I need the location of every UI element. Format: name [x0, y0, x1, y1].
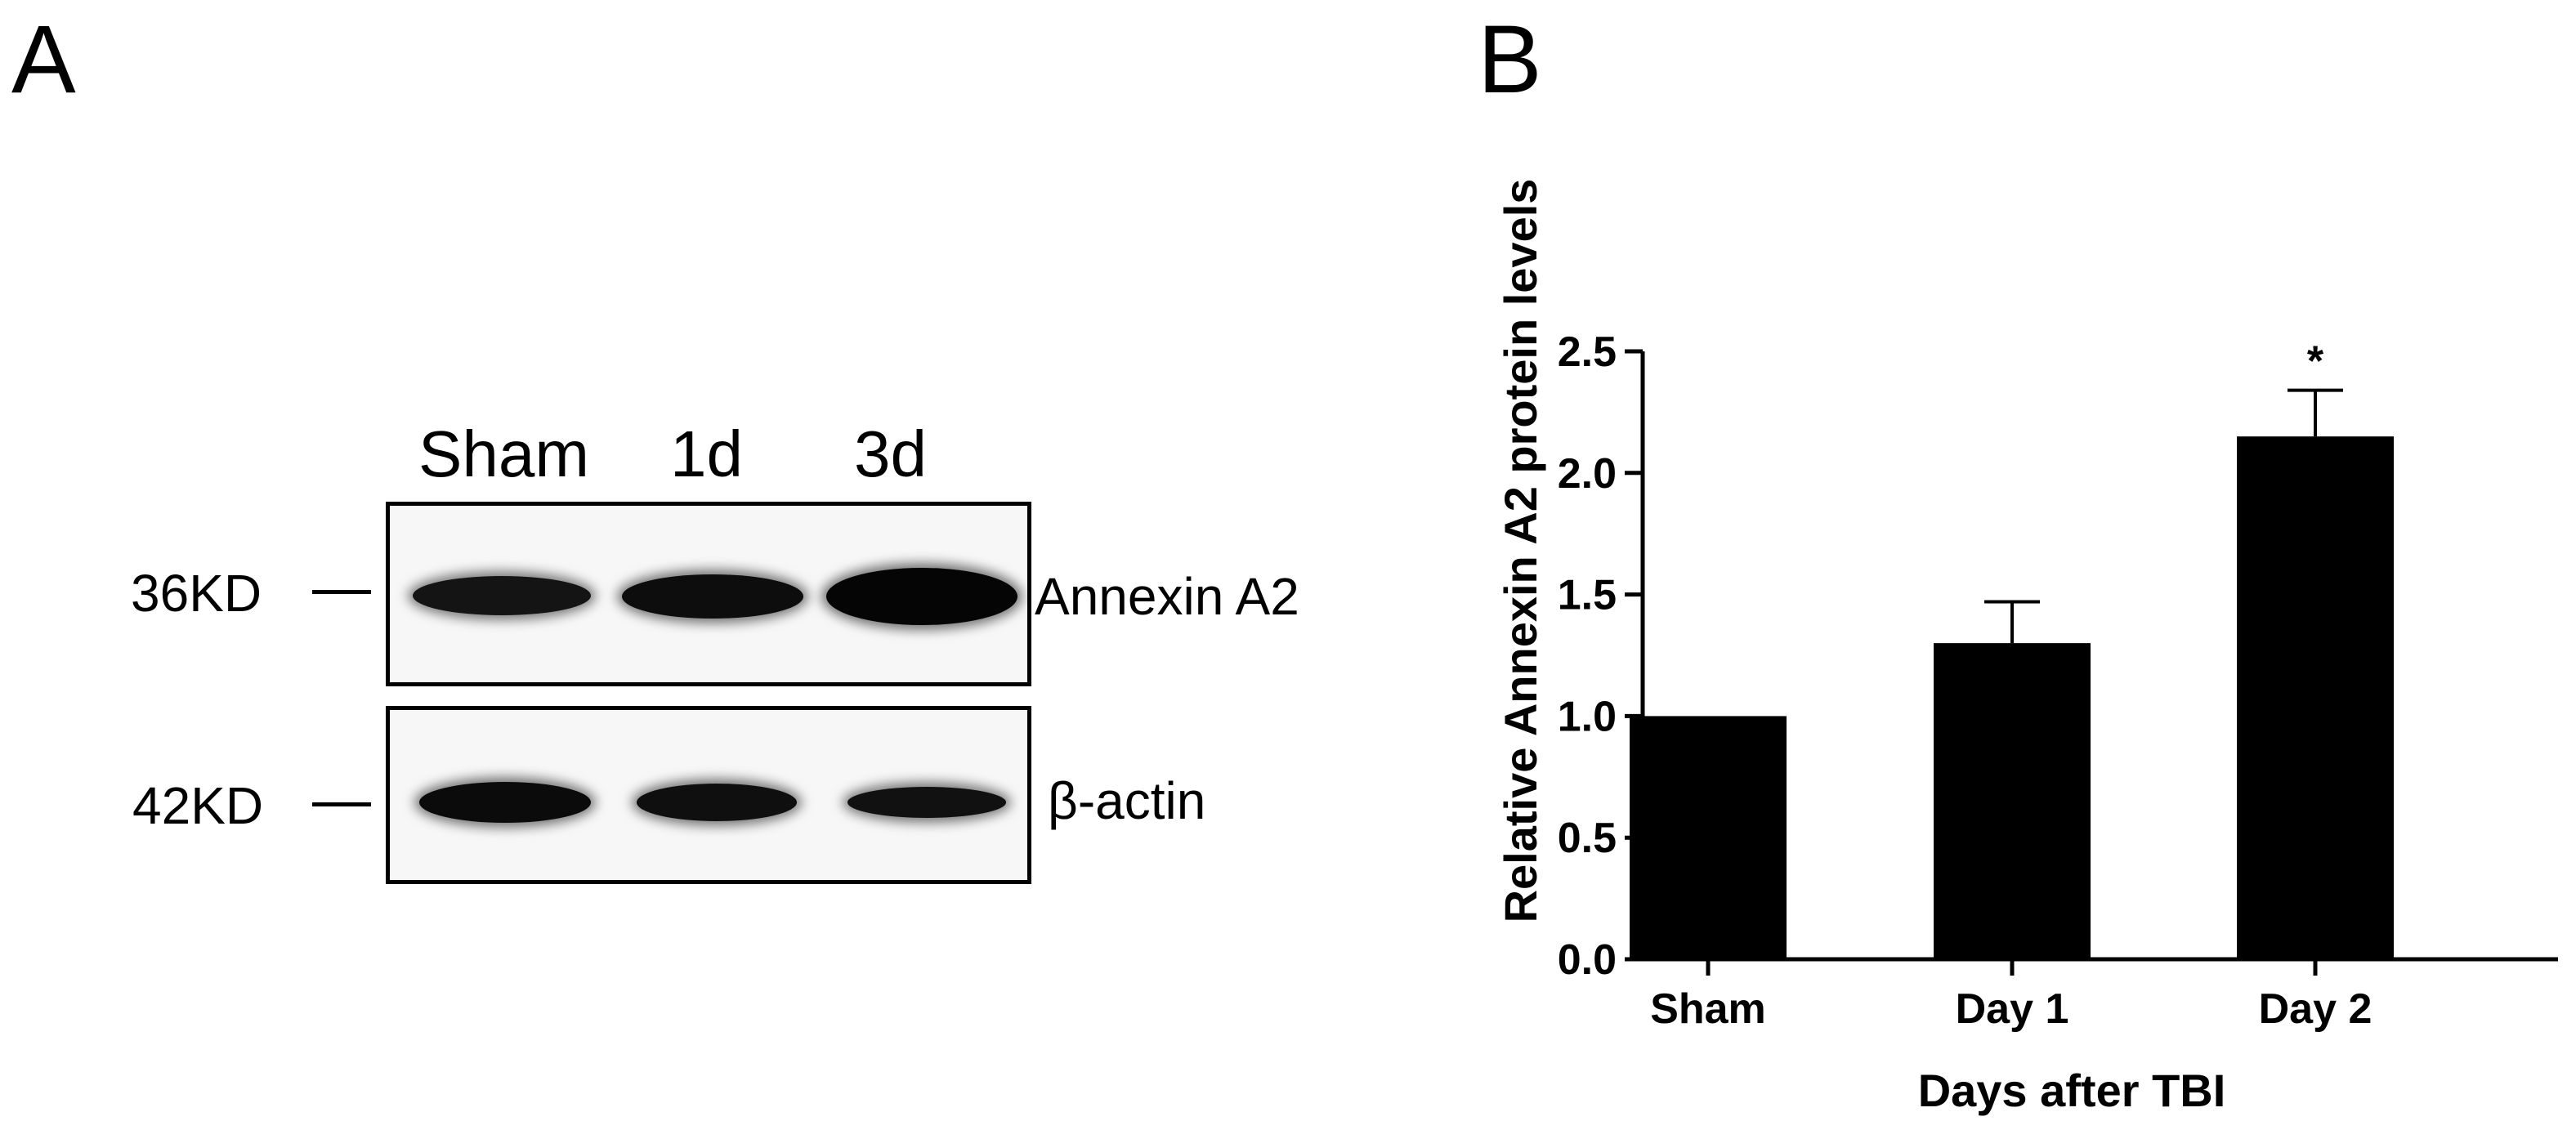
y-tick-label: 2.0: [1558, 450, 1617, 498]
bars: *: [1630, 338, 2394, 959]
panel-label-a: A: [11, 6, 76, 114]
protein-label-beta-actin: β-actin: [1048, 771, 1206, 830]
bar: [2237, 436, 2394, 959]
bar-chart: 0.0 0.5 1.0 1.5 2.0 2.5 Sham Day 1 Day 2 * Days…: [1495, 179, 2558, 1116]
x-axis: Sham Day 1 Day 2: [1643, 957, 2558, 1033]
y-tick-label: 0.5: [1558, 815, 1617, 862]
bar: [1630, 716, 1787, 959]
y-axis-title: Relative Annexin A2 protein levels: [1495, 179, 1546, 923]
bar: [1934, 643, 2091, 959]
lane-label-sham: Sham: [418, 418, 589, 490]
x-tick-label: Day 2: [2259, 985, 2373, 1033]
blot-band: [637, 784, 797, 821]
panel-label-b: B: [1478, 6, 1542, 114]
marker-tick-36kd: [312, 590, 371, 594]
lane-label-1d: 1d: [670, 418, 743, 490]
marker-label-36kd: 36KD: [131, 564, 262, 623]
protein-label-annexin-a2: Annexin A2: [1035, 567, 1299, 626]
blot-band: [413, 576, 591, 615]
blot-band: [826, 568, 1017, 625]
y-tick-label: 0.0: [1558, 936, 1617, 984]
blot-annexin-a2: [386, 502, 1031, 686]
lane-label-3d: 3d: [854, 418, 927, 490]
marker-tick-42kd: [312, 802, 371, 806]
y-tick-label: 2.5: [1558, 328, 1617, 376]
marker-label-42kd: 42KD: [132, 776, 264, 835]
blot-beta-actin: [386, 706, 1031, 884]
blot-band: [419, 782, 591, 823]
y-tick-label: 1.0: [1558, 693, 1617, 740]
x-tick-label: Day 1: [1956, 985, 2069, 1033]
y-tick-label: 1.5: [1558, 572, 1617, 619]
x-tick-label: Sham: [1650, 985, 1766, 1033]
x-axis-title: Days after TBI: [1918, 1065, 2226, 1116]
y-axis: 0.0 0.5 1.0 1.5 2.0 2.5: [1558, 328, 1645, 984]
blot-band: [847, 787, 1006, 818]
significance-marker: *: [2307, 338, 2324, 386]
blot-band: [622, 574, 803, 619]
